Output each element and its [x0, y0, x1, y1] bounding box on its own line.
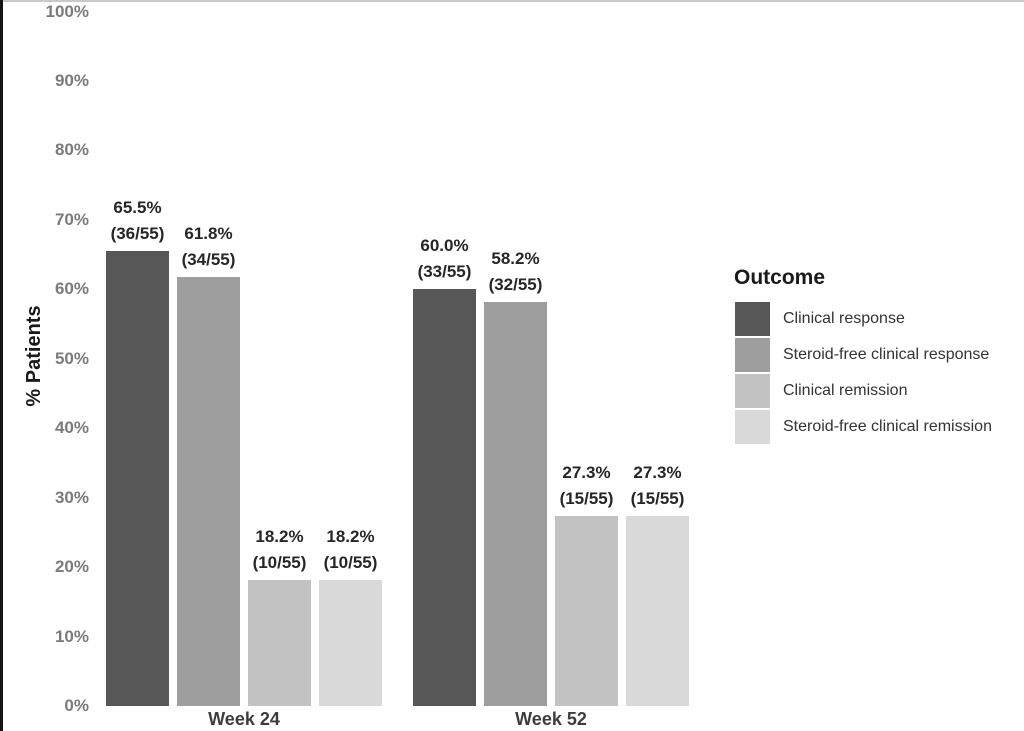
bar-value-label: 27.3% (15/55): [532, 460, 642, 512]
bar-value-label-line: 18.2%: [326, 527, 375, 546]
bar-week24-clinical-remission: [248, 580, 311, 706]
y-tick-label-20: 20%: [54, 557, 89, 577]
bar-value-label: 65.5% (36/55): [83, 195, 193, 247]
legend-item-clinical-remission: Clinical remission: [734, 374, 1022, 410]
bar-value-label: 27.3% (15/55): [603, 460, 713, 512]
bar-value-label-line: 58.2%: [491, 249, 540, 268]
legend-swatch-icon: [735, 302, 770, 336]
bar-week24-steroid-free-clinical-response: [177, 277, 240, 706]
bar-value-label: 58.2% (32/55): [461, 246, 571, 298]
x-axis-label-week-24: Week 24: [208, 709, 280, 729]
figure-top-border: [0, 0, 1024, 2]
bar-week52-steroid-free-clinical-response: [484, 302, 547, 706]
bar-value-label: 61.8% (34/55): [154, 221, 264, 273]
legend-label: Clinical remission: [783, 382, 908, 399]
bar-value-label-line: 27.3%: [633, 463, 682, 482]
legend-label: Steroid-free clinical response: [783, 346, 990, 363]
bar-value-label: 18.2% (10/55): [225, 524, 335, 576]
bar-value-label-line: 27.3%: [562, 463, 611, 482]
bar-value-label-line: (33/55): [417, 262, 472, 281]
legend-item-steroid-free-clinical-remission: Steroid-free clinical remission: [734, 410, 1022, 446]
legend-swatch-icon: [735, 338, 770, 372]
bar-value-label-line: (36/55): [110, 224, 165, 243]
legend-item-steroid-free-clinical-response: Steroid-free clinical response: [734, 338, 1022, 374]
y-tick-label-40: 40%: [54, 418, 89, 438]
legend-items: Clinical response Steroid-free clinical r…: [734, 302, 1022, 446]
legend-label: Steroid-free clinical remission: [783, 418, 992, 435]
y-tick-label-0: 0%: [64, 696, 89, 715]
legend: Outcome Clinical response Steroid-free cl…: [734, 266, 1022, 446]
bar-value-label: 60.0% (33/55): [390, 233, 500, 285]
legend-label: Clinical response: [783, 310, 905, 327]
bar-value-label-line: (34/55): [181, 250, 236, 269]
bar-value-label-line: (32/55): [488, 275, 543, 294]
bar-week24-clinical-response: [106, 251, 169, 706]
y-tick-label-50: 50%: [54, 348, 89, 368]
y-tick-label-80: 80%: [54, 140, 89, 160]
y-tick-label-70: 70%: [54, 209, 89, 229]
bar-value-label-line: (10/55): [252, 553, 307, 572]
legend-swatch-icon: [735, 410, 770, 444]
bar-value-label-line: (15/55): [630, 489, 685, 508]
bar-value-label: 18.2% (10/55): [296, 524, 406, 576]
legend-swatch-icon: [735, 374, 770, 408]
y-tick-label-30: 30%: [54, 487, 89, 507]
legend-item-clinical-response: Clinical response: [734, 302, 1022, 338]
y-tick-label-10: 10%: [54, 626, 89, 646]
bar-week24-steroid-free-clinical-remission: [319, 580, 382, 706]
y-tick-label-90: 90%: [54, 70, 89, 90]
bar-value-label-line: (10/55): [323, 553, 378, 572]
y-tick-label-100: 100%: [45, 1, 89, 21]
figure-left-border: [0, 0, 3, 731]
bar-week52-steroid-free-clinical-remission: [626, 516, 689, 706]
legend-title: Outcome: [734, 266, 826, 289]
y-tick-label-60: 60%: [54, 279, 89, 299]
x-axis-label-week-52: Week 52: [515, 709, 587, 729]
bar-value-label-line: 60.0%: [420, 236, 469, 255]
bar-value-label-line: 65.5%: [113, 198, 162, 217]
bar-value-label-line: 18.2%: [255, 527, 304, 546]
bar-value-label-line: (15/55): [559, 489, 614, 508]
bar-week52-clinical-response: [413, 289, 476, 706]
bar-value-label-line: 61.8%: [184, 224, 233, 243]
bar-week52-clinical-remission: [555, 516, 618, 706]
